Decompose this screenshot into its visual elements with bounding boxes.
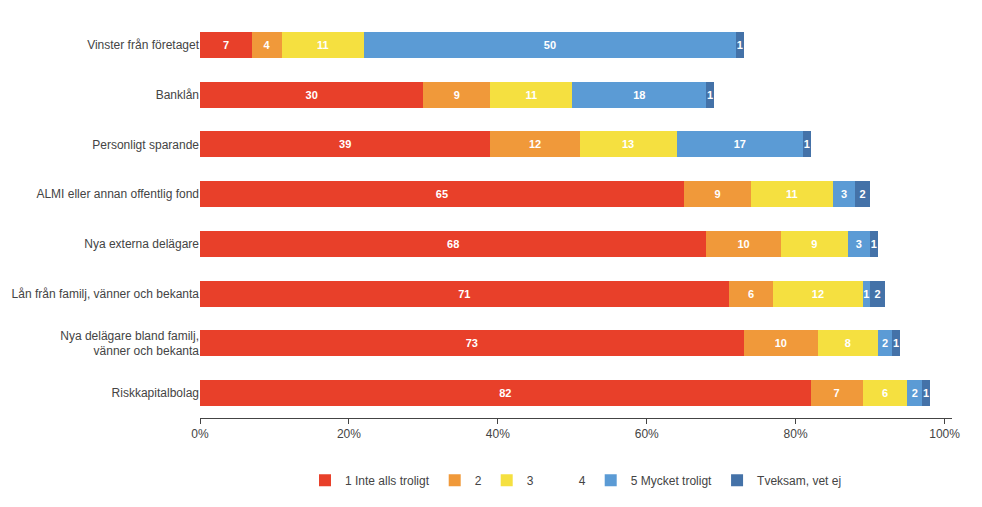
svg-text:4: 4 — [264, 39, 271, 51]
svg-text:Tveksam, vet ej: Tveksam, vet ej — [757, 474, 841, 488]
svg-text:10: 10 — [737, 238, 749, 250]
svg-text:12: 12 — [812, 288, 824, 300]
svg-text:3: 3 — [841, 188, 847, 200]
svg-text:ALMI eller annan offentlig fon: ALMI eller annan offentlig fond — [36, 187, 199, 201]
svg-text:1: 1 — [804, 138, 810, 150]
svg-text:Banklån: Banklån — [156, 88, 199, 102]
svg-text:80%: 80% — [784, 427, 808, 441]
svg-text:1: 1 — [863, 288, 869, 300]
svg-text:2: 2 — [912, 387, 918, 399]
svg-text:1 Inte alls troligt: 1 Inte alls troligt — [345, 474, 430, 488]
svg-text:20%: 20% — [337, 427, 361, 441]
svg-text:3: 3 — [856, 238, 862, 250]
svg-text:5 Mycket troligt: 5 Mycket troligt — [631, 474, 712, 488]
svg-text:9: 9 — [454, 89, 460, 101]
svg-text:9: 9 — [811, 238, 817, 250]
svg-text:Nya externa delägare: Nya externa delägare — [84, 237, 199, 251]
svg-text:100%: 100% — [929, 427, 960, 441]
svg-text:6: 6 — [748, 288, 754, 300]
svg-text:4: 4 — [579, 474, 586, 488]
svg-text:18: 18 — [633, 89, 645, 101]
svg-text:3: 3 — [527, 474, 534, 488]
svg-text:7: 7 — [223, 39, 229, 51]
svg-text:82: 82 — [499, 387, 511, 399]
svg-text:13: 13 — [622, 138, 634, 150]
svg-text:50: 50 — [544, 39, 556, 51]
svg-text:0%: 0% — [191, 427, 209, 441]
svg-text:40%: 40% — [486, 427, 510, 441]
svg-text:39: 39 — [339, 138, 351, 150]
svg-text:Vinster från företaget: Vinster från företaget — [87, 38, 200, 52]
svg-text:10: 10 — [775, 337, 787, 349]
svg-text:Nya delägare bland familj,vänn: Nya delägare bland familj,vänner och bek… — [60, 329, 199, 359]
svg-text:2: 2 — [882, 337, 888, 349]
svg-text:6: 6 — [882, 387, 888, 399]
svg-text:12: 12 — [529, 138, 541, 150]
svg-text:1: 1 — [871, 238, 877, 250]
svg-text:65: 65 — [436, 188, 448, 200]
svg-text:73: 73 — [466, 337, 478, 349]
svg-text:Personligt sparande: Personligt sparande — [92, 138, 199, 152]
svg-text:1: 1 — [893, 337, 899, 349]
svg-text:1: 1 — [923, 387, 929, 399]
svg-text:1: 1 — [707, 89, 713, 101]
svg-text:7: 7 — [834, 387, 840, 399]
svg-text:30: 30 — [306, 89, 318, 101]
svg-text:71: 71 — [458, 288, 470, 300]
svg-text:9: 9 — [714, 188, 720, 200]
svg-text:Riskkapitalbolag: Riskkapitalbolag — [112, 386, 199, 400]
svg-text:11: 11 — [317, 39, 329, 51]
svg-text:Lån från familj, vänner och be: Lån från familj, vänner och bekanta — [12, 287, 200, 301]
svg-text:8: 8 — [845, 337, 851, 349]
svg-text:17: 17 — [734, 138, 746, 150]
svg-text:1: 1 — [737, 39, 743, 51]
svg-text:2: 2 — [475, 474, 482, 488]
svg-text:68: 68 — [447, 238, 459, 250]
svg-text:11: 11 — [786, 188, 798, 200]
svg-text:2: 2 — [860, 188, 866, 200]
svg-text:60%: 60% — [635, 427, 659, 441]
svg-text:2: 2 — [874, 288, 880, 300]
svg-text:11: 11 — [526, 89, 538, 101]
